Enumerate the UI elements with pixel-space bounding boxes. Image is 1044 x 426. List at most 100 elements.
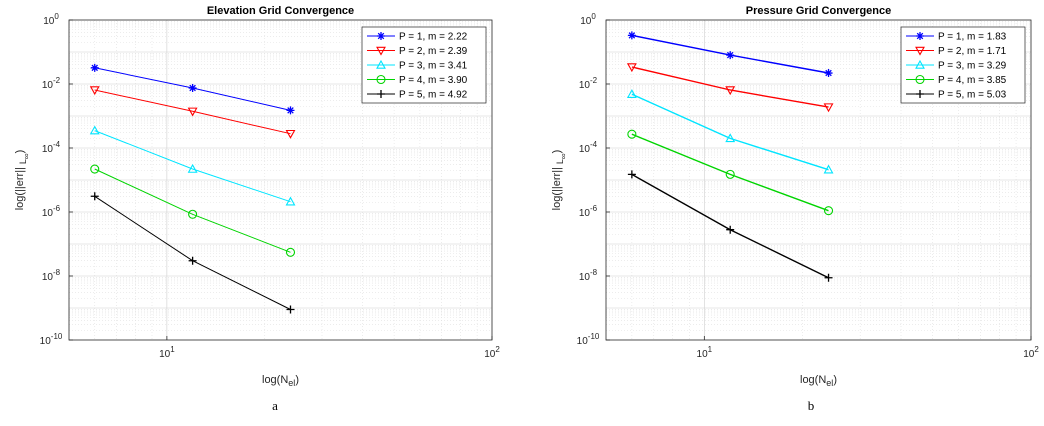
data-point (823, 206, 834, 216)
legend-marker (377, 90, 385, 98)
legend-marker (915, 74, 925, 85)
chart-panel-a: 10-10 10-8 10-6 10-4 10-2 100 101 102 Elevation … (14, 5, 500, 388)
legend-entry: P = 1, m = 2.22 (367, 32, 468, 43)
legend-label: P = 2, m = 2.39 (399, 46, 468, 57)
legend-marker (915, 59, 925, 69)
data-point (89, 86, 100, 96)
legend-label: P = 1, m = 2.22 (399, 32, 468, 43)
y-tick-label: 10-8 (42, 268, 61, 283)
data-point (627, 31, 636, 40)
legend-entry: P = 4, m = 3.85 (906, 74, 1007, 86)
data-point (90, 192, 99, 201)
legend-label: P = 5, m = 5.03 (938, 90, 1007, 101)
y-tick-label: 100 (580, 12, 596, 27)
legend-entry: P = 3, m = 3.29 (906, 59, 1007, 72)
data-point (726, 225, 735, 234)
legend-label: P = 2, m = 1.71 (938, 46, 1007, 57)
data-point (188, 83, 197, 92)
data-point (627, 129, 637, 139)
chart-title: Elevation Grid Convergence (207, 5, 354, 17)
data-point (188, 256, 197, 265)
legend-marker (916, 90, 924, 98)
data-point (824, 273, 833, 282)
data-point (626, 89, 637, 98)
y-axis-label: log(||err||L∞) (551, 150, 568, 211)
data-point (285, 196, 296, 206)
legend-marker (376, 46, 386, 56)
data-point (824, 69, 833, 78)
data-point (725, 169, 735, 179)
series-p2 (626, 63, 834, 113)
data-point (286, 106, 295, 115)
x-tick-label: 102 (484, 345, 500, 360)
data-point (823, 103, 834, 113)
data-point (823, 164, 834, 174)
data-point (725, 86, 736, 96)
series-p4 (627, 129, 834, 216)
series-p3 (626, 89, 834, 174)
data-point (89, 125, 100, 135)
series-line (94, 130, 291, 203)
chart-title: Pressure Grid Convergence (746, 5, 892, 17)
y-tick-label: 10-4 (42, 140, 61, 155)
data-point (626, 63, 637, 73)
data-point (726, 51, 735, 60)
series-p5 (627, 170, 833, 282)
data-point (187, 163, 198, 173)
legend: P = 1, m = 1.83 P = 2, m = 1.71 P = 3, m =… (900, 26, 1026, 104)
y-tick-label: 10-6 (42, 204, 61, 219)
series-line (94, 168, 291, 253)
legend-marker (376, 59, 386, 69)
data-point (188, 209, 198, 219)
grid (69, 20, 492, 340)
legend-entry: P = 2, m = 1.71 (906, 46, 1007, 57)
legend-label: P = 1, m = 1.83 (938, 32, 1007, 43)
series-p4 (90, 164, 296, 257)
panel-label-a: a (272, 398, 278, 413)
y-tick-label: 10-6 (579, 204, 598, 219)
legend-marker (916, 32, 924, 40)
data-point (285, 129, 296, 139)
legend-label: P = 4, m = 3.85 (938, 75, 1007, 86)
data-point (285, 247, 296, 257)
series-p3 (89, 125, 296, 206)
legend-label: P = 3, m = 3.29 (938, 61, 1007, 72)
y-tick-label: 100 (43, 12, 59, 27)
x-axis-label: log(Nel) (800, 374, 837, 388)
legend: P = 1, m = 2.22 P = 2, m = 2.39 P = 3, m =… (361, 26, 487, 104)
y-axis-label: log(||err||L∞) (14, 150, 31, 211)
legend-marker (377, 32, 385, 40)
y-tick-label: 10-2 (579, 76, 598, 91)
data-point (90, 164, 100, 174)
y-tick-label: 10-10 (577, 332, 600, 347)
legend-label: P = 3, m = 3.41 (399, 61, 468, 72)
data-point (286, 305, 295, 314)
axes-box (605, 19, 1032, 341)
y-tick-label: 10-10 (40, 332, 63, 347)
data-point (725, 133, 736, 143)
series-p1 (627, 31, 833, 78)
chart-panel-b: 10-10 10-8 10-6 10-4 10-2 100 101 102 Pressure G… (551, 5, 1039, 388)
panel-label-b: b (807, 398, 815, 413)
series-line (631, 66, 829, 108)
data-point (627, 170, 636, 179)
y-tick-label: 10-4 (579, 140, 598, 155)
legend-marker (376, 74, 386, 85)
data-point (187, 107, 198, 117)
series-p1 (90, 63, 295, 115)
x-tick-label: 101 (697, 345, 713, 360)
legend-label: P = 5, m = 4.92 (399, 90, 468, 101)
legend-entry: P = 3, m = 3.41 (367, 59, 468, 72)
legend-label: P = 4, m = 3.90 (399, 75, 468, 86)
series-p2 (89, 86, 296, 139)
legend-entry: P = 5, m = 4.92 (367, 90, 468, 101)
y-tick-label: 10-2 (42, 76, 61, 91)
x-tick-label: 102 (1023, 345, 1039, 360)
legend-marker (915, 46, 925, 56)
legend-entry: P = 2, m = 2.39 (367, 46, 468, 57)
series-line (631, 93, 829, 171)
legend-entry: P = 1, m = 1.83 (906, 32, 1007, 43)
legend-entry: P = 5, m = 5.03 (906, 90, 1007, 101)
series-line (94, 89, 291, 135)
